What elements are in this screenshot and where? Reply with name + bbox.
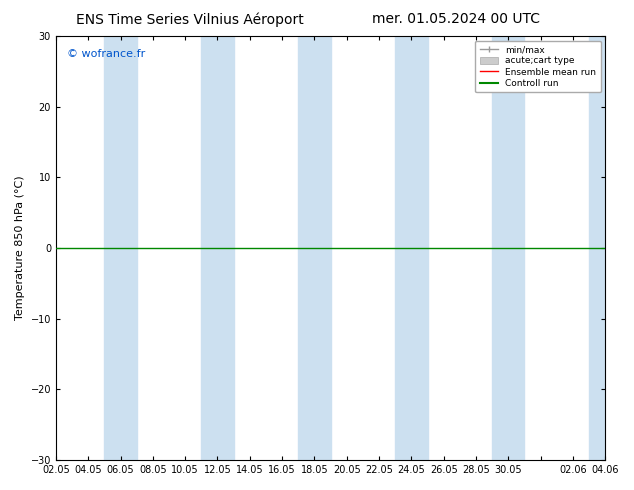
- Bar: [202, 36, 234, 460]
- Text: © wofrance.fr: © wofrance.fr: [67, 49, 145, 59]
- Text: ENS Time Series Vilnius Aéroport: ENS Time Series Vilnius Aéroport: [76, 12, 304, 27]
- Bar: [105, 36, 137, 460]
- Bar: [298, 36, 330, 460]
- Bar: [395, 36, 427, 460]
- Y-axis label: Temperature 850 hPa (°C): Temperature 850 hPa (°C): [15, 176, 25, 320]
- Legend: min/max, acute;cart type, Ensemble mean run, Controll run: min/max, acute;cart type, Ensemble mean …: [476, 41, 601, 93]
- Bar: [589, 36, 621, 460]
- Bar: [492, 36, 524, 460]
- Text: mer. 01.05.2024 00 UTC: mer. 01.05.2024 00 UTC: [373, 12, 540, 26]
